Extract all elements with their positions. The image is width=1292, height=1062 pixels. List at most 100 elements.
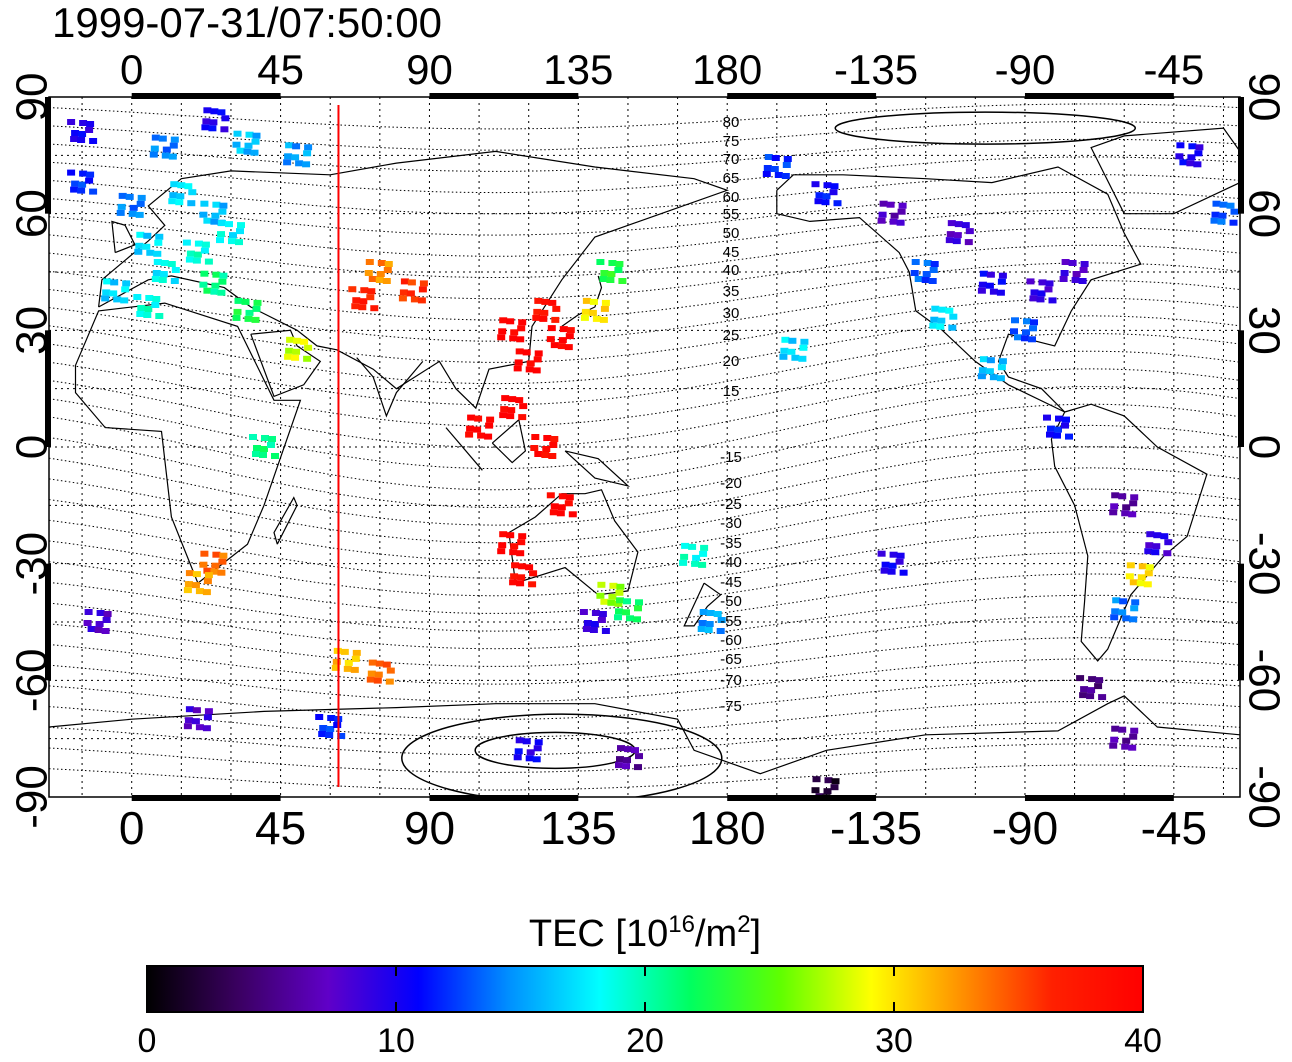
tec-block <box>704 627 713 633</box>
right-lat-label: -60 <box>1240 649 1289 713</box>
tec-block <box>1110 503 1119 510</box>
tec-block <box>153 250 162 257</box>
tec-block <box>1021 335 1029 342</box>
tec-block <box>617 745 625 752</box>
tec-block <box>1129 733 1138 740</box>
tec-block <box>1129 500 1138 507</box>
tec-block <box>95 621 104 627</box>
tec-block <box>253 299 262 306</box>
tec-block <box>517 325 526 332</box>
tec-block <box>589 627 598 633</box>
tec-block <box>1059 276 1068 282</box>
tec-block <box>581 308 590 315</box>
contour-label: -60 <box>720 632 742 649</box>
tec-block <box>623 598 631 605</box>
tec-block <box>996 289 1005 296</box>
tec-block <box>1029 295 1038 302</box>
tec-block <box>499 531 508 538</box>
tec-block <box>170 181 179 188</box>
tec-block <box>1121 743 1130 750</box>
right-lat-label: 90 <box>1240 73 1289 122</box>
tec-block <box>133 294 142 300</box>
tec-block <box>534 451 543 457</box>
tec-block <box>986 271 995 278</box>
tec-block <box>292 143 301 150</box>
tec-block <box>1038 279 1047 286</box>
tec-block <box>618 278 627 284</box>
colorbar-tick-label: 20 <box>626 1022 664 1057</box>
tec-block <box>1130 727 1139 734</box>
top-lon-label: -135 <box>834 46 918 93</box>
tec-block <box>1212 200 1221 207</box>
tec-block <box>176 193 185 200</box>
tec-block <box>368 659 377 666</box>
right-lat-label: 30 <box>1240 306 1289 355</box>
frame-tick-bars <box>45 93 1244 801</box>
tec-block <box>717 617 726 623</box>
tec-block <box>188 189 197 196</box>
tec-block <box>1194 150 1203 157</box>
tec-block <box>515 397 524 404</box>
tec-block <box>516 580 525 587</box>
tec-block <box>1118 493 1127 500</box>
tec-block <box>203 578 212 585</box>
coastline <box>49 695 1240 775</box>
colorbar-ticks: 0 10 20 30 40 <box>138 966 1162 1060</box>
tec-block <box>284 153 293 160</box>
tec-block <box>152 270 161 276</box>
top-lon-label: 45 <box>257 46 304 93</box>
tec-block <box>159 271 168 277</box>
tec-block <box>117 203 126 210</box>
tec-block <box>634 764 642 771</box>
tec-block <box>78 131 87 137</box>
tec-block <box>1122 737 1131 744</box>
north-pole-contour <box>834 111 1137 145</box>
contour-label: -45 <box>720 574 742 591</box>
tec-block <box>923 260 932 266</box>
tec-block <box>102 617 111 623</box>
mag-lat-contour <box>49 424 1240 508</box>
tec-block <box>532 367 541 374</box>
mag-lat-contour <box>49 743 1240 773</box>
tec-block <box>70 136 79 142</box>
tec-block <box>367 288 376 295</box>
tec-block <box>477 432 486 439</box>
colorbar-title: TEC [1016/m2] <box>529 911 761 955</box>
tec-block <box>1037 290 1046 297</box>
top-lon-label: 90 <box>406 46 453 93</box>
mag-lat-contour <box>49 722 1240 756</box>
tec-block <box>185 570 194 577</box>
tec-block <box>1026 278 1035 285</box>
tec-block <box>548 299 557 306</box>
tec-block <box>635 599 643 606</box>
tec-block <box>154 239 163 246</box>
tec-block <box>367 670 376 677</box>
tec-block <box>151 302 160 308</box>
tec-block <box>1079 692 1088 699</box>
tec-block <box>511 562 520 569</box>
tec-block <box>195 588 204 595</box>
tec-block <box>534 350 543 357</box>
tec-block <box>1062 416 1070 423</box>
tec-block <box>830 183 839 190</box>
tec-block <box>985 368 994 375</box>
tec-block <box>540 309 549 316</box>
tec-block <box>679 559 688 566</box>
tec-block <box>600 270 609 276</box>
coastline <box>683 582 722 627</box>
tec-block <box>304 144 313 151</box>
frame-tick <box>429 93 579 99</box>
tec-block <box>532 756 541 763</box>
top-longitude-axis: 0 45 90 135 180 -135 -90 -45 <box>120 46 1204 93</box>
tec-block <box>170 278 179 284</box>
tec-block <box>609 582 618 589</box>
tec-block <box>182 239 191 246</box>
tec-block <box>552 305 561 312</box>
tec-block <box>910 270 919 276</box>
tec-block <box>253 445 261 451</box>
right-lat-label: -30 <box>1240 532 1289 596</box>
tec-block <box>203 567 212 574</box>
contour-label: 60 <box>723 189 740 206</box>
contour-label: 35 <box>723 283 740 300</box>
tec-block <box>1029 325 1037 332</box>
